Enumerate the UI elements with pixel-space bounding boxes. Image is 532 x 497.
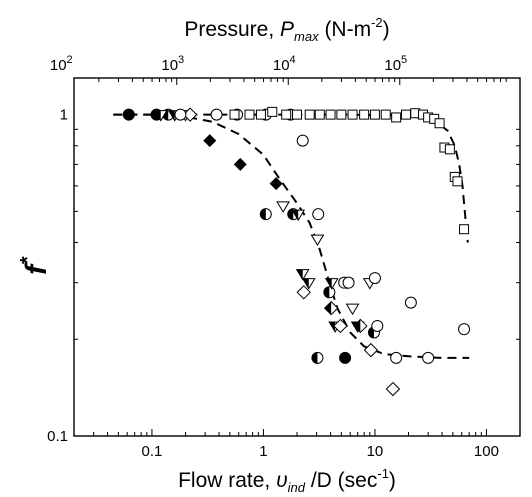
- x-tick-label: 100: [474, 443, 499, 460]
- data-point: [359, 109, 370, 120]
- data-point: [267, 106, 278, 117]
- data-point: [310, 234, 325, 247]
- data-point: [301, 278, 316, 290]
- data-point: [244, 109, 255, 120]
- data-point: [345, 303, 360, 316]
- data-point: [336, 109, 347, 120]
- data-point: [122, 108, 135, 121]
- fit-curve-1: [113, 113, 470, 359]
- data-point: [311, 351, 324, 364]
- data-point: [368, 272, 381, 285]
- data-point: [353, 318, 368, 334]
- top-x-tick-label: 103: [161, 54, 184, 74]
- data-point: [371, 319, 384, 332]
- x-tick-label: 1: [259, 443, 267, 460]
- plot-frame: [73, 77, 521, 437]
- data-point: [233, 157, 247, 171]
- data-point: [404, 296, 417, 309]
- data-point: [452, 176, 463, 187]
- data-point: [342, 276, 355, 289]
- data-point: [269, 177, 283, 191]
- y-tick-label: 1: [60, 107, 68, 124]
- data-point: [323, 300, 339, 316]
- data-point: [401, 109, 412, 120]
- data-point: [363, 342, 379, 358]
- data-point: [422, 351, 435, 364]
- top-x-tick-label: 102: [50, 54, 73, 74]
- data-point: [323, 286, 336, 299]
- data-point: [304, 109, 315, 120]
- data-point: [153, 110, 168, 122]
- data-point: [369, 109, 380, 120]
- data-point: [203, 134, 217, 148]
- x-tick-label: 10: [367, 443, 384, 460]
- data-point: [385, 381, 401, 397]
- data-points: [122, 106, 471, 397]
- data-point: [380, 109, 391, 120]
- fit-curves: [113, 113, 470, 359]
- data-point: [324, 278, 339, 290]
- data-point: [291, 209, 306, 222]
- data-point: [325, 109, 336, 120]
- fit-curve-2: [113, 113, 469, 243]
- data-point: [312, 208, 325, 221]
- data-point: [255, 109, 266, 120]
- data-point: [390, 351, 403, 364]
- x-axis-title: Flow rate, υind /D (sec-1): [178, 466, 396, 495]
- data-point: [458, 323, 471, 336]
- data-point: [295, 269, 310, 281]
- top-x-axis-title: Pressure, Pmax (N-m-2): [184, 15, 389, 44]
- data-point: [314, 109, 325, 120]
- data-point: [174, 108, 187, 121]
- data-point: [434, 118, 445, 129]
- data-point: [333, 318, 348, 334]
- data-point: [259, 208, 272, 221]
- data-point: [292, 109, 302, 120]
- axis-ticks: 0.1 1 10 100 0.1 1 102 103 104 105: [47, 54, 521, 460]
- data-point: [276, 201, 290, 213]
- top-x-tick-label: 104: [273, 54, 296, 74]
- data-point: [296, 285, 311, 300]
- data-point: [391, 112, 402, 123]
- y-tick-label: 0.1: [47, 428, 68, 445]
- x-tick-label: 0.1: [142, 443, 163, 460]
- top-x-tick-label: 105: [384, 54, 407, 74]
- data-point: [296, 134, 309, 147]
- data-point: [444, 144, 455, 155]
- data-point: [281, 109, 292, 120]
- data-point: [459, 224, 470, 235]
- y-axis-title: f*: [17, 256, 53, 275]
- data-point: [347, 109, 358, 120]
- data-point: [339, 351, 352, 364]
- data-point: [229, 109, 240, 120]
- data-point: [210, 108, 223, 121]
